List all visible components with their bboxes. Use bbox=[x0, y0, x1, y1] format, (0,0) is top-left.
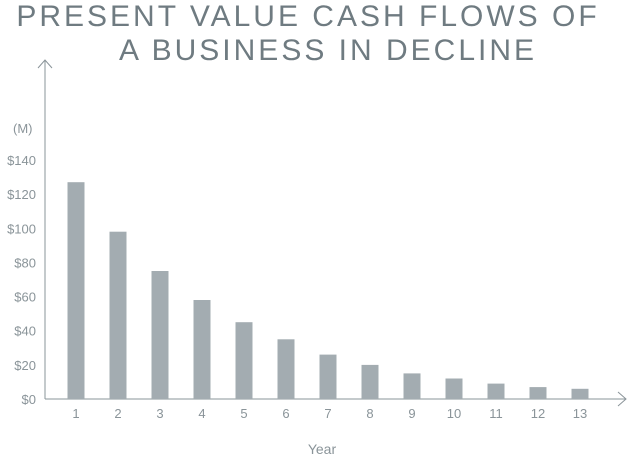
bar bbox=[235, 322, 253, 399]
y-tick-label: $20 bbox=[14, 358, 36, 373]
x-tick-label: 1 bbox=[72, 406, 79, 421]
bar bbox=[571, 388, 589, 399]
bar bbox=[151, 271, 169, 399]
bars bbox=[67, 182, 589, 400]
bar bbox=[403, 373, 421, 399]
x-tick-label: 12 bbox=[531, 406, 545, 421]
y-axis-arrow bbox=[37, 59, 53, 69]
x-tick-label: 3 bbox=[156, 406, 163, 421]
x-tick-label: 2 bbox=[114, 406, 121, 421]
chart-title-line-1: PRESENT VALUE CASH FLOWS OF bbox=[16, 0, 600, 33]
x-tick-label: 7 bbox=[324, 406, 331, 421]
x-axis-label: Year bbox=[308, 441, 337, 456]
x-tick-label: 8 bbox=[366, 406, 373, 421]
y-tick-label: $100 bbox=[7, 221, 36, 236]
bar bbox=[277, 339, 295, 400]
x-tick-label: 13 bbox=[573, 406, 587, 421]
chart-title-line-2: A BUSINESS IN DECLINE bbox=[118, 34, 538, 67]
y-tick-label: $40 bbox=[14, 324, 36, 339]
x-tick-label: 11 bbox=[489, 406, 503, 421]
bar bbox=[445, 378, 463, 399]
bar bbox=[67, 182, 85, 399]
y-tick-label: $60 bbox=[14, 290, 36, 305]
bar bbox=[529, 387, 547, 399]
y-tick-label: $0 bbox=[22, 392, 36, 407]
y-tick-label: $140 bbox=[7, 153, 36, 168]
bar bbox=[193, 300, 211, 399]
y-tick-label: $120 bbox=[7, 187, 36, 202]
x-axis-arrow bbox=[617, 391, 627, 407]
bar bbox=[487, 383, 505, 399]
y-tick-labels: $0 $20 $40 $60 $80 $100 $120 $140 bbox=[7, 153, 36, 407]
x-tick-label: 5 bbox=[240, 406, 247, 421]
x-tick-labels: 1 2 3 4 5 6 7 8 9 10 11 12 13 bbox=[72, 406, 587, 421]
y-tick-label: $80 bbox=[14, 255, 36, 270]
x-tick-label: 4 bbox=[198, 406, 205, 421]
x-tick-label: 6 bbox=[282, 406, 289, 421]
x-tick-label: 10 bbox=[447, 406, 461, 421]
bar bbox=[319, 354, 337, 399]
y-unit-label: (M) bbox=[13, 121, 33, 136]
bar bbox=[109, 231, 127, 399]
bar bbox=[361, 364, 379, 399]
x-tick-label: 9 bbox=[408, 406, 415, 421]
